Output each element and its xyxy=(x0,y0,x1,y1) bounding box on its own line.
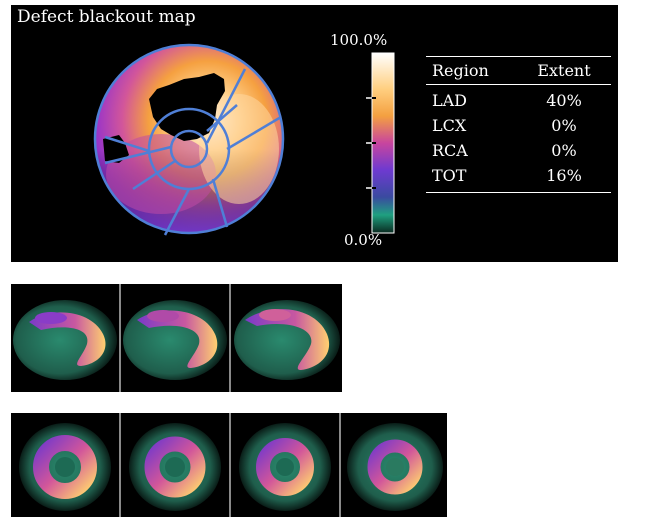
short-axis-slices xyxy=(19,413,443,517)
slice-divider xyxy=(339,413,341,517)
slice-divider xyxy=(119,284,121,392)
header-extent: Extent xyxy=(537,61,591,80)
region-cell: LCX xyxy=(432,116,467,135)
region-cell: RCA xyxy=(432,141,468,160)
table-row: LAD 40% xyxy=(426,88,611,113)
segment-boundaries xyxy=(93,43,285,236)
short-axis-slice xyxy=(347,423,443,511)
short-axis-slice xyxy=(129,423,221,511)
table-header-row: Region Extent xyxy=(426,57,611,85)
extent-table: Region Extent LAD 40% LCX 0% RCA 0% TOT … xyxy=(426,56,611,193)
polar-bullseye-map xyxy=(93,43,285,236)
long-axis-slice xyxy=(11,284,119,392)
short-axis-slice xyxy=(239,423,331,511)
scale-max-label: 100.0% xyxy=(330,31,388,49)
table-row: LCX 0% xyxy=(426,113,611,138)
color-scale-bar xyxy=(366,52,395,234)
long-axis-slices-panel xyxy=(11,284,342,392)
extent-cell: 40% xyxy=(546,91,582,110)
extent-cell: 0% xyxy=(551,141,577,160)
short-axis-slice xyxy=(19,423,111,511)
defect-blackout-region xyxy=(149,73,225,141)
header-region: Region xyxy=(432,61,489,80)
long-axis-slice xyxy=(231,284,342,392)
slice-divider xyxy=(229,413,231,517)
slice-divider xyxy=(119,413,121,517)
table-row: RCA 0% xyxy=(426,138,611,163)
extent-cell: 16% xyxy=(546,166,582,185)
scale-min-label: 0.0% xyxy=(344,231,383,249)
region-cell: LAD xyxy=(432,91,468,110)
extent-cell: 0% xyxy=(551,116,577,135)
long-axis-slice xyxy=(121,284,229,392)
region-cell: TOT xyxy=(432,166,467,185)
defect-blackout-panel: Defect blackout map xyxy=(11,5,618,262)
table-row: TOT 16% xyxy=(426,163,611,188)
panel-title: Defect blackout map xyxy=(17,7,196,27)
short-axis-slices-panel xyxy=(11,413,447,517)
slice-divider xyxy=(229,284,231,392)
